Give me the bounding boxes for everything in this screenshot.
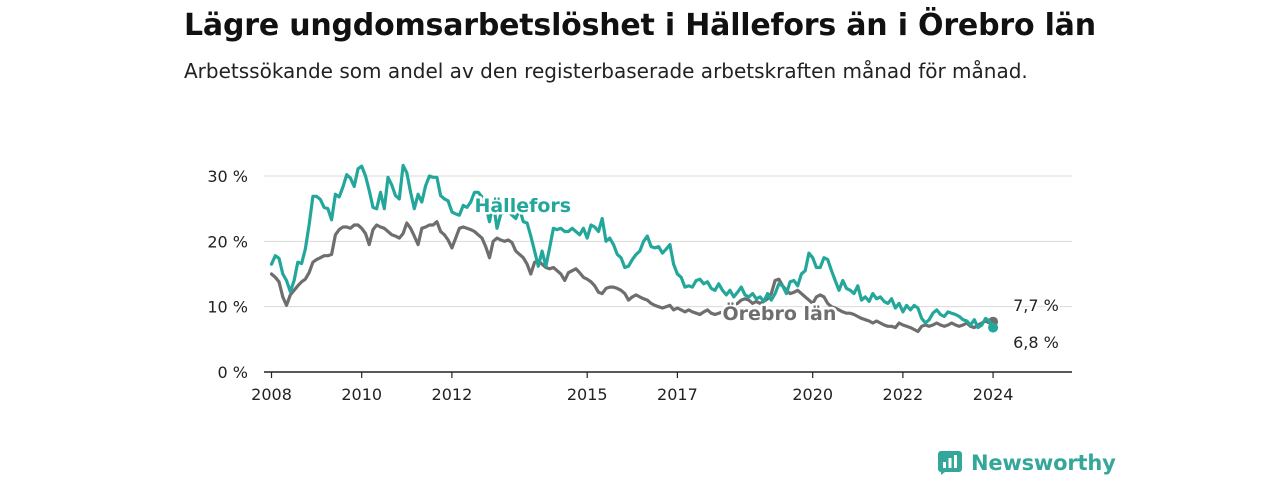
- brand-name: Newsworthy: [971, 451, 1116, 475]
- y-tick-label: 30 %: [207, 167, 248, 186]
- end-label-hallefors: 6,8 %: [1013, 333, 1059, 352]
- series-label-orebro-lan: Örebro län: [722, 301, 836, 325]
- newsworthy-logo-icon: [938, 451, 962, 475]
- end-label-orebro-lan: 7,7 %: [1013, 296, 1059, 315]
- series-label-hallefors: Hällefors: [474, 195, 571, 217]
- x-tick-label: 2024: [973, 385, 1014, 404]
- brand[interactable]: Newsworthy: [938, 448, 1116, 478]
- chart-title: Lägre ungdomsarbetslöshet i Hällefors än…: [184, 8, 1096, 43]
- series-line-hallefors: [269, 163, 995, 330]
- x-tick-label: 2012: [432, 385, 473, 404]
- x-tick-label: 2015: [567, 385, 608, 404]
- x-tick-label: 2010: [341, 385, 382, 404]
- y-tick-label: 10 %: [207, 298, 248, 317]
- end-point-hallefors: [988, 322, 999, 333]
- x-tick-label: 2020: [792, 385, 833, 404]
- y-tick-label: 0 %: [218, 363, 248, 382]
- chart-subtitle: Arbetssökande som andel av den registerb…: [184, 59, 1028, 83]
- series-line-orebro-lan: [269, 220, 995, 334]
- y-tick-label: 20 %: [207, 232, 248, 251]
- x-tick-label: 2017: [657, 385, 698, 404]
- x-tick-label: 2008: [251, 385, 292, 404]
- line-chart: 0 % 10 % 20 % 30 % 2008 2010 2012 2015 2017 2020…: [207, 163, 1072, 404]
- x-tick-label: 2022: [883, 385, 924, 404]
